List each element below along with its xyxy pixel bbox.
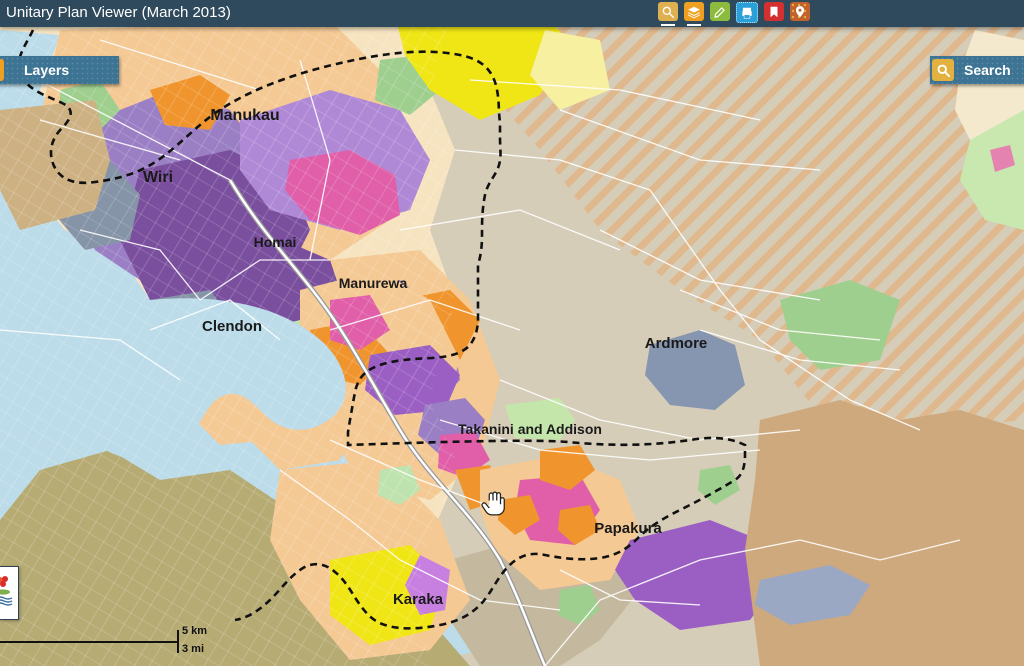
svg-text:Homai: Homai bbox=[254, 234, 297, 250]
svg-text:Manurewa: Manurewa bbox=[339, 275, 408, 291]
svg-text:Manukau: Manukau bbox=[210, 107, 279, 124]
svg-text:Ardmore: Ardmore bbox=[645, 335, 708, 352]
svg-text:Clendon: Clendon bbox=[202, 318, 262, 335]
svg-text:Wiri: Wiri bbox=[143, 169, 173, 186]
svg-text:Takanini and Addison: Takanini and Addison bbox=[458, 421, 602, 437]
svg-text:Papakura: Papakura bbox=[594, 520, 662, 537]
svg-text:Karaka: Karaka bbox=[393, 591, 444, 608]
svg-text:Papatoetoe: Papatoetoe bbox=[182, 3, 268, 20]
